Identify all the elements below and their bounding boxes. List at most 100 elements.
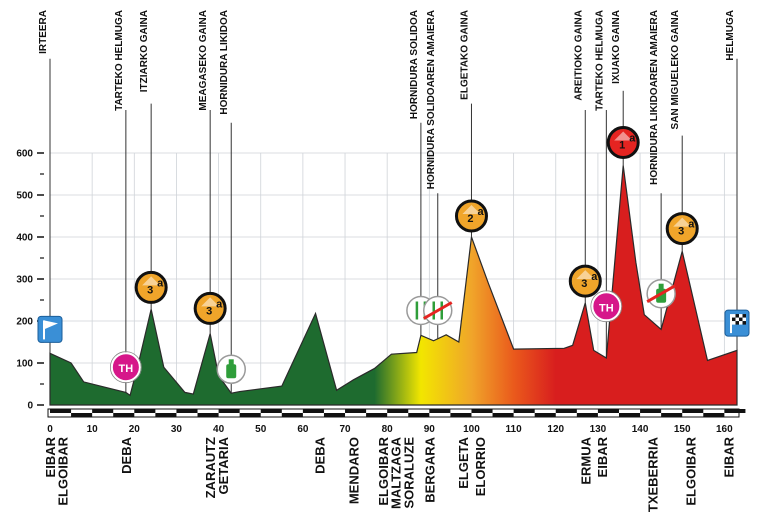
ruler-segment (323, 413, 346, 417)
top-labels: IRTEERA TARTEKO HELMUGA ITZIARKO GAINA MEAG… (38, 10, 736, 189)
x-tick-label: 120 (547, 424, 564, 435)
climb-label: SAN MIGUELEKO GAINA (670, 10, 681, 129)
y-tick-label: 600 (16, 149, 33, 160)
ruler-segment (50, 409, 72, 413)
ruler-segment (197, 413, 219, 417)
climb-label: MEAGASEKO GAINA (198, 10, 209, 111)
x-tick-label: 130 (590, 424, 607, 435)
ruler-segment (429, 409, 451, 413)
climb-category-number: 2 (467, 213, 473, 225)
ruler-segment (597, 409, 619, 413)
checkered-flag-square (735, 317, 739, 322)
climb-label: TARTEKO HELMUGA (594, 10, 605, 111)
checkered-flag-square (742, 314, 746, 318)
checkered-flag-square (742, 321, 746, 325)
ruler-segment (724, 409, 746, 413)
climb-category-icon (193, 291, 227, 325)
place-name: DEBA (119, 436, 134, 473)
mountain-icon (142, 276, 161, 286)
climb-label: HORNIDURA LIKIDOA (219, 10, 230, 115)
ruler-segment (682, 409, 704, 413)
climb-category-icon (454, 199, 488, 233)
ruler-segment (450, 413, 472, 417)
climb-category-suffix: a (216, 298, 223, 310)
checkered-flag-square (739, 314, 743, 318)
place-name: ELGOIBAR (376, 436, 391, 505)
x-tick-label: 80 (382, 424, 394, 435)
checkered-flag-square (732, 314, 736, 318)
mountain-icon (614, 131, 633, 141)
x-tick-label: 90 (424, 424, 436, 435)
x-tick-label: 30 (171, 424, 183, 435)
ruler-segment (703, 413, 725, 417)
place-name: TXEBERRIA (646, 436, 661, 512)
checkered-flag-square (742, 317, 746, 322)
place-name: ELORRIO (473, 437, 488, 496)
ruler-segment (576, 413, 598, 417)
mountain-icon (462, 205, 481, 214)
checkered-flag-square (732, 317, 736, 322)
ruler-segment (387, 409, 409, 413)
ruler-segment (302, 409, 324, 413)
place-name: MALTZAGA (389, 436, 404, 509)
place-name: ZARAUTZ (203, 437, 218, 498)
climb-category-suffix: a (157, 277, 164, 289)
x-tick-label: 70 (339, 424, 351, 435)
climb-label: HORNIDURA SOLIDOAREN AMAIERA (426, 10, 437, 189)
start-flag-icon (37, 315, 63, 343)
climb-category-number: 3 (147, 284, 153, 296)
bottle-cap-icon (658, 283, 664, 290)
climb-category-number: 3 (581, 278, 587, 290)
climb-category-icon (568, 264, 602, 298)
ruler-segment (281, 413, 303, 417)
x-tick-label: 50 (255, 424, 267, 435)
place-name: EIBAR (43, 436, 58, 477)
ruler-segment (534, 413, 556, 417)
sprint-ring (109, 351, 142, 384)
ruler-segment (134, 409, 156, 413)
climb-label: HORNIDURA LIKIDOAREN AMAIERA (649, 10, 660, 185)
climb-category-suffix: a (591, 271, 598, 283)
mountain-icon (201, 297, 220, 307)
place-name: DEBA (313, 436, 328, 473)
place-name: BERGARA (422, 436, 437, 502)
y-tick-label: 100 (16, 359, 33, 370)
ruler-segment (155, 413, 177, 417)
x-tick-label: 140 (632, 424, 649, 435)
place-name: ELGETA (456, 436, 471, 488)
x-tick-label: 150 (674, 424, 691, 435)
flag-cloth (44, 320, 58, 330)
checkered-flag-square (739, 321, 743, 325)
x-tick-label: 60 (297, 424, 309, 435)
bottle-icon (226, 364, 237, 379)
ruler-segment (661, 413, 683, 417)
ruler-segment (113, 413, 135, 417)
intermediate-sprint-icon (591, 291, 622, 322)
x-tick-label: 160 (716, 424, 733, 435)
climb-category-icon (134, 270, 168, 304)
mountain-icon (576, 270, 595, 280)
sprint-ring (590, 290, 623, 323)
ruler-segment (218, 409, 240, 413)
climb-label: TARTEKO HELMUGA (114, 10, 125, 111)
ruler-segment (239, 413, 261, 417)
end-strike-line (423, 301, 453, 320)
y-tick-label: 400 (16, 233, 33, 244)
place-name: SORALUZE (401, 437, 416, 509)
climb-label: AREITIOKO GAINA (573, 10, 584, 101)
checkered-flag-square (735, 314, 739, 318)
climb-category-suffix: a (629, 133, 636, 145)
x-tick-label: 40 (213, 424, 225, 435)
climb-label: ITZIARKO GAINA (139, 10, 150, 92)
ruler-segment (640, 409, 662, 413)
climb-category-number: 3 (206, 305, 212, 317)
x-tick-label: 100 (463, 424, 480, 435)
place-name: ERMUA (578, 436, 593, 484)
x-tick-label: 20 (129, 424, 141, 435)
mountain-icon (673, 217, 692, 227)
place-name: ELGOIBAR (684, 436, 699, 505)
y-axis: 0 100 200 300 400 500 600 (16, 149, 44, 412)
climb-category-number: 3 (678, 226, 684, 238)
x-tick-label: 0 (47, 424, 53, 435)
